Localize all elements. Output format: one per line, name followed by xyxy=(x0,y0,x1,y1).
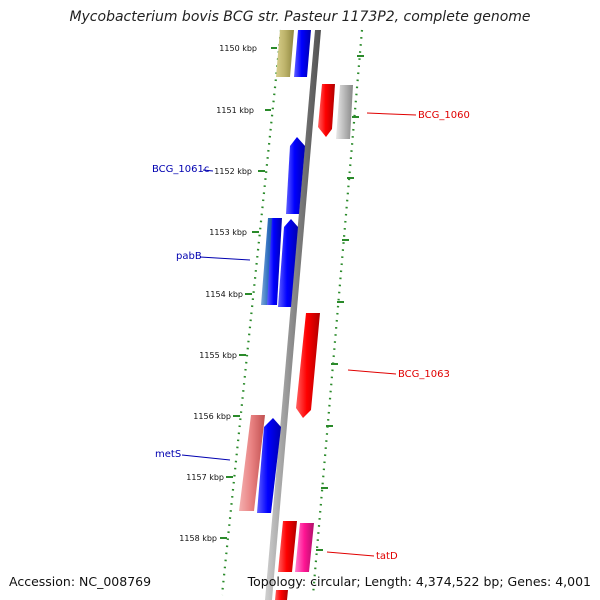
gene-pabb-a xyxy=(267,218,282,305)
gene-label-mets: metS xyxy=(155,449,181,460)
gene-tatd-a xyxy=(278,521,297,572)
gene-gray xyxy=(336,85,353,139)
genome-summary: Topology: circular; Length: 4,374,522 bp… xyxy=(247,574,591,589)
gene-pink xyxy=(239,415,265,511)
gene-label-bcg1063: BCG_1063 xyxy=(398,369,450,380)
gene-labels: BCG_1060 BCG_1061c pabB BCG_1063 metS ta… xyxy=(152,110,470,562)
kbp-labels: 1150 kbp 1151 kbp 1152 kbp 1153 kbp 1154… xyxy=(179,44,257,543)
kbp-label: 1151 kbp xyxy=(216,106,254,115)
gene-label-bcg1061c: BCG_1061c xyxy=(152,164,209,175)
kbp-label: 1158 kbp xyxy=(179,534,217,543)
gene-pabb-b xyxy=(278,219,298,307)
major-ticks-left xyxy=(220,47,277,539)
kbp-label: 1156 kbp xyxy=(193,412,231,421)
kbp-label: 1150 kbp xyxy=(219,44,257,53)
kbp-label: 1152 kbp xyxy=(214,167,252,176)
genome-backbone xyxy=(265,30,321,600)
gene-bcg1060 xyxy=(318,84,335,137)
gene-label-tatd: tatD xyxy=(376,551,398,562)
gene-label-pabb: pabB xyxy=(176,251,202,262)
gene-mets xyxy=(257,418,281,513)
kbp-label: 1153 kbp xyxy=(209,228,247,237)
gene-blue-top xyxy=(294,30,311,77)
gene-bcg1063 xyxy=(296,313,320,418)
kbp-label: 1154 kbp xyxy=(205,290,243,299)
kbp-label: 1157 kbp xyxy=(186,473,224,482)
gene-label-bcg1060: BCG_1060 xyxy=(418,110,470,121)
gene-bcg1061c xyxy=(286,137,305,214)
forward-strand-genes xyxy=(275,84,353,600)
accession-text: Accession: NC_008769 xyxy=(9,574,152,589)
kbp-label: 1155 kbp xyxy=(199,351,237,360)
gene-olive xyxy=(276,30,294,77)
reverse-strand-genes xyxy=(239,30,311,513)
map-title: Mycobacterium bovis BCG str. Pasteur 117… xyxy=(69,9,531,25)
label-leaders xyxy=(181,112,417,557)
kbp-ruler-left xyxy=(220,29,283,596)
major-ticks-right xyxy=(316,55,364,551)
gene-bottom xyxy=(275,590,288,600)
gene-tatd-b xyxy=(295,523,314,572)
